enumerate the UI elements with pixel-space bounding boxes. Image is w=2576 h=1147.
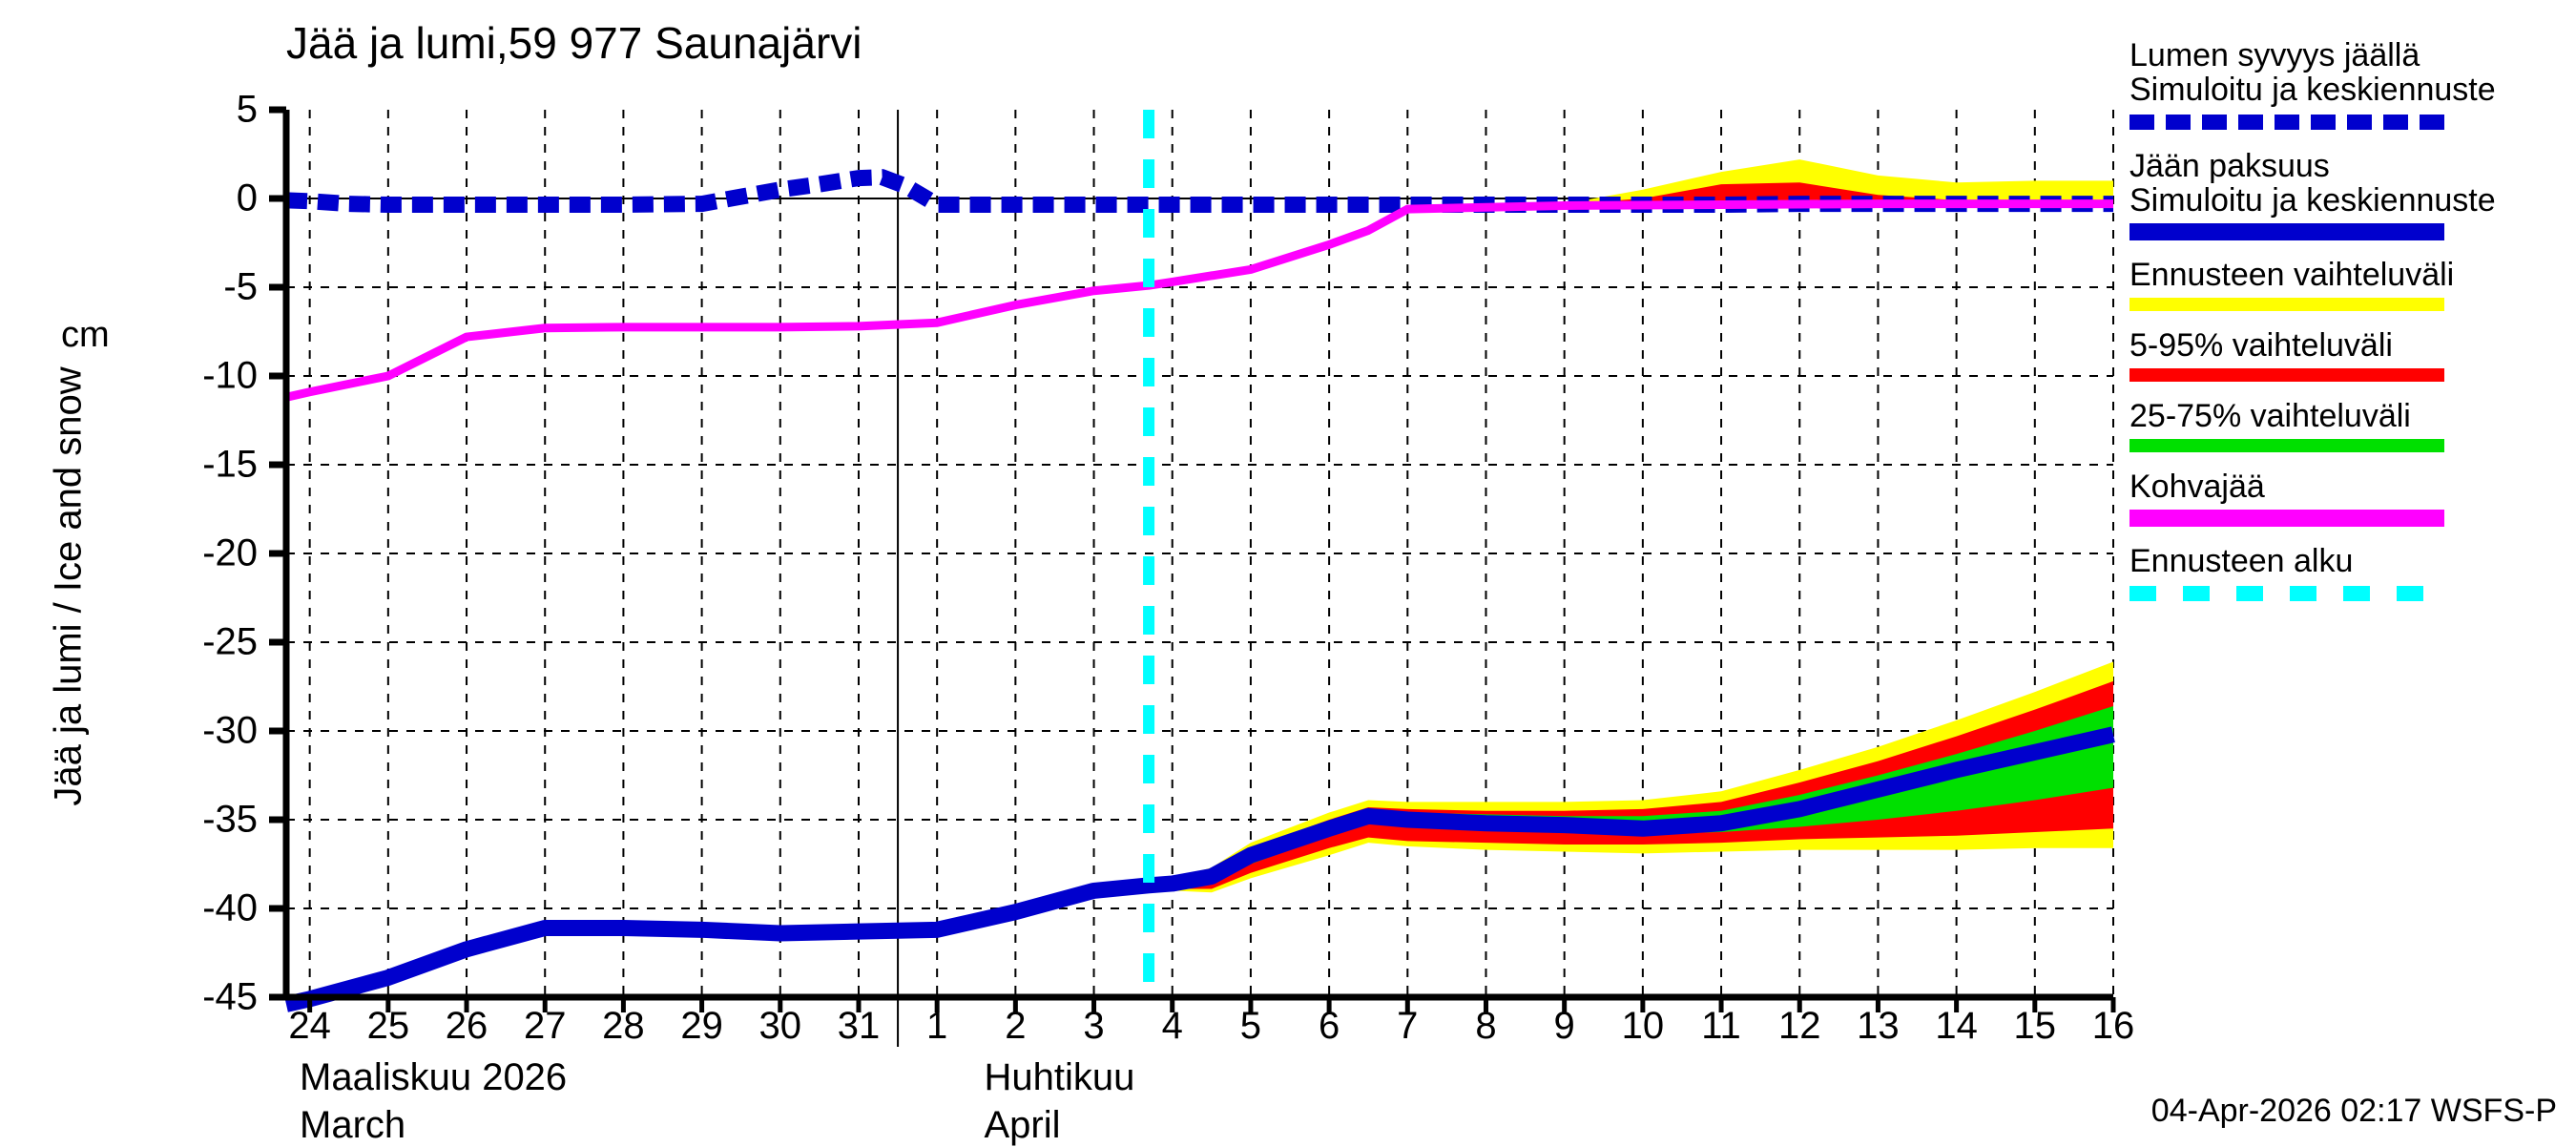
- y-tick-label: -10: [202, 354, 258, 397]
- legend-item-title: Ennusteen alku: [2129, 543, 2354, 580]
- series-kohvajaa: [285, 199, 2113, 402]
- plot-svg: [269, 106, 2116, 1047]
- legend-item: 5-95% vaihteluväli: [2129, 327, 2568, 383]
- x-tick-label: 5: [1239, 1005, 1262, 1047]
- x-tick-label: 6: [1318, 1005, 1340, 1047]
- legend-item-title: 5-95% vaihteluväli: [2129, 327, 2393, 365]
- legend-item: Ennusteen vaihteluväli: [2129, 257, 2568, 312]
- legend-item: Lumen syvyys jäällä Simuloitu ja keskienn…: [2129, 37, 2568, 131]
- y-tick-label: -15: [202, 443, 258, 486]
- y-axis-unit: cm: [61, 315, 110, 355]
- legend: Lumen syvyys jäällä Simuloitu ja keskienn…: [2129, 38, 2568, 609]
- legend-swatch-solid-line: [2129, 223, 2444, 241]
- x-month-label-en-april: April: [984, 1104, 1061, 1146]
- y-tick-label: -45: [202, 975, 258, 1018]
- legend-item-subtitle: Simuloitu ja keskiennuste: [2129, 182, 2496, 219]
- x-tick-label: 7: [1397, 1005, 1419, 1047]
- legend-swatch-solid-line: [2129, 510, 2444, 528]
- legend-item: Kohvajää: [2129, 469, 2568, 528]
- x-month-label-fi-march: Maaliskuu 2026: [300, 1056, 568, 1098]
- y-tick-label: 5: [236, 88, 258, 131]
- chart-title: Jää ja lumi,59 977 Saunajärvi: [286, 18, 862, 68]
- ice-band-25-75: [1149, 705, 2113, 887]
- legend-item: 25-75% vaihteluväli: [2129, 398, 2568, 453]
- legend-item-title: Ennusteen vaihteluväli: [2129, 257, 2455, 294]
- legend-item-title: Kohvajää: [2129, 469, 2265, 506]
- y-tick-label: -40: [202, 886, 258, 929]
- legend-item-title: 25-75% vaihteluväli: [2129, 398, 2411, 435]
- series-ice-thickness: [284, 726, 2115, 1012]
- legend-item-title: Lumen syvyys jäällä: [2129, 37, 2420, 73]
- snow-band-forecast-range: [1149, 159, 2113, 205]
- y-tick-label: -30: [202, 709, 258, 752]
- x-tick-label: 4: [1161, 1005, 1183, 1047]
- legend-swatch-dashed-cyan: [2129, 586, 2444, 602]
- x-tick-label: 3: [1083, 1005, 1105, 1047]
- legend-item-subtitle: Simuloitu ja keskiennuste: [2129, 72, 2496, 109]
- plot-area: [269, 106, 2116, 1047]
- legend-item-title: Jään paksuus: [2129, 148, 2330, 185]
- x-tick-label: 9: [1553, 1005, 1575, 1047]
- legend-swatch-band: [2129, 439, 2444, 453]
- y-tick-label: 0: [236, 177, 258, 219]
- ice-band-5-95: [1149, 680, 2113, 889]
- legend-item: Jään paksuus Simuloitu ja keskiennuste: [2129, 148, 2568, 241]
- x-tick-label: 1: [926, 1005, 948, 1047]
- y-axis-ticks: 5 0 -5 -10 -15 -20 -25 -30 -35 -40 -45: [143, 0, 258, 1145]
- y-tick-label: -20: [202, 532, 258, 574]
- x-month-label-en-march: March: [300, 1104, 406, 1146]
- footer-timestamp: 04-Apr-2026 02:17 WSFS-P: [2150, 1093, 2557, 1129]
- x-tick-label: 8: [1475, 1005, 1497, 1047]
- legend-item: Ennusteen alku: [2129, 543, 2568, 602]
- legend-swatch-dashed-blue: [2129, 115, 2444, 131]
- y-tick-label: -35: [202, 798, 258, 841]
- legend-swatch-band: [2129, 298, 2444, 312]
- y-tick-label: -5: [223, 265, 258, 308]
- y-tick-label: -25: [202, 620, 258, 663]
- x-tick-label: 2: [1005, 1005, 1027, 1047]
- x-month-label-fi-april: Huhtikuu: [984, 1056, 1135, 1098]
- legend-swatch-band: [2129, 368, 2444, 383]
